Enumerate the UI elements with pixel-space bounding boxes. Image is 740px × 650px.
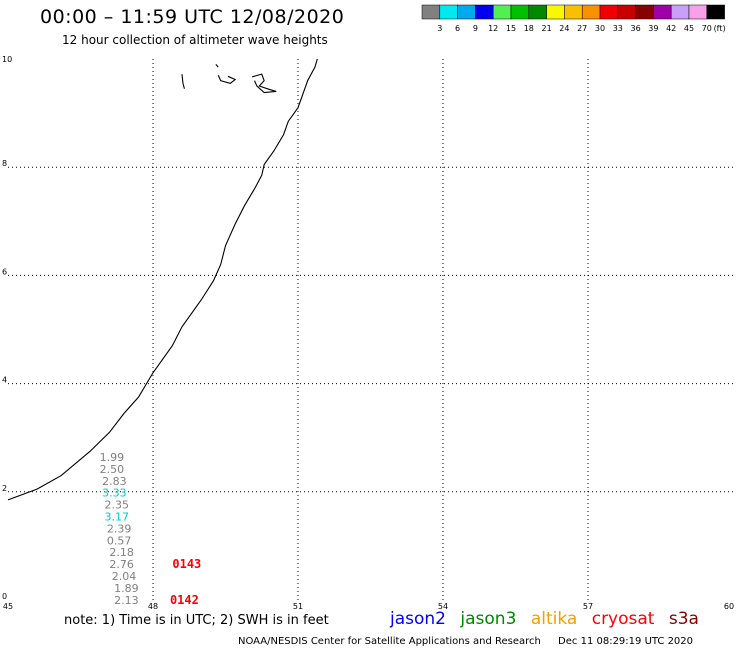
coastline [7, 58, 318, 501]
plot-area: 45 48 51 54 57 60 0 2 4 6 8 10 1.992.502.833.332.353… [2, 55, 734, 610]
colorbar-label: 33 [613, 24, 623, 33]
legend-altika: altika [530, 609, 578, 629]
colorbar-label: 21 [542, 24, 552, 33]
pass-time-label: 0143 [172, 557, 201, 571]
wave-height-label: 1.99 [100, 451, 125, 464]
colorbar-label: 6 [455, 24, 460, 33]
legend-jason2: jason2 [390, 609, 446, 629]
wave-height-label: 2.76 [109, 558, 134, 571]
wave-height-label: 2.39 [107, 522, 132, 535]
y-tick-label: 6 [2, 267, 7, 276]
island-outline [251, 73, 277, 94]
units-note: note: 1) Time is in UTC; 2) SWH is in fe… [64, 613, 329, 628]
y-tick-label: 4 [2, 376, 7, 385]
y-tick-label: 2 [2, 484, 7, 493]
island-outline [215, 64, 219, 68]
colorbar-label: 18 [524, 24, 534, 33]
wave-height-label: 2.50 [100, 463, 125, 476]
wave-height-label: 1.89 [114, 582, 139, 595]
footer: NOAA/NESDIS Center for Satellite Applica… [238, 636, 693, 647]
colorbar-unit: (ft) [714, 24, 726, 33]
wave-height-label: 3.33 [102, 487, 127, 500]
colorbar-label: 3 [437, 24, 442, 33]
colorbar-label: 45 [684, 24, 694, 33]
colorbar-label: 27 [577, 24, 587, 33]
colorbar-label: 39 [648, 24, 658, 33]
colorbar-label: 24 [559, 24, 569, 33]
island-outline [217, 75, 237, 84]
wave-height-label: 2.35 [105, 499, 130, 512]
wave-height-label: 3.17 [105, 510, 130, 523]
x-tick-label: 60 [724, 602, 734, 610]
colorbar-label: 9 [473, 24, 478, 33]
y-tick-label: 0 [2, 592, 7, 601]
pass-time-label: 0142 [170, 593, 199, 607]
x-tick-label: 57 [583, 602, 593, 610]
wave-height-label: 2.04 [112, 570, 137, 583]
chart-title: 00:00 – 11:59 UTC 12/08/2020 [40, 6, 345, 28]
x-tick-label: 48 [148, 602, 158, 610]
colorbar-label: 15 [506, 24, 516, 33]
x-tick-label: 45 [3, 602, 13, 610]
legend-jason3: jason3 [460, 609, 517, 629]
footer-timestamp: Dec 11 08:29:19 UTC 2020 [558, 636, 694, 647]
colorbar-label: 36 [631, 24, 641, 33]
colorbar-swatch [706, 4, 725, 20]
colorbar: 3 6 9 12 15 18 21 24 27 30 33 36 39 42 45 70 (ft) [421, 4, 726, 33]
colorbar-label: 70 [702, 24, 712, 33]
wave-height-label: 2.13 [114, 594, 139, 607]
colorbar-label: 12 [488, 24, 498, 33]
colorbar-label: 42 [666, 24, 676, 33]
y-tick-label: 8 [2, 159, 7, 168]
chart-subtitle: 12 hour collection of altimeter wave hei… [62, 33, 328, 47]
island-outline [181, 74, 185, 89]
x-tick-label: 54 [438, 602, 448, 610]
wave-height-label: 2.18 [109, 546, 134, 559]
satellite-legend: jason2 jason3 altika cryosat s3a [390, 609, 708, 629]
legend-s3a: s3a [668, 609, 699, 629]
x-tick-label: 51 [293, 602, 303, 610]
y-tick-label: 10 [2, 55, 12, 64]
footer-source: NOAA/NESDIS Center for Satellite Applica… [238, 636, 541, 647]
legend-cryosat: cryosat [591, 609, 655, 629]
wave-height-label: 0.57 [107, 534, 132, 547]
wave-height-label: 2.83 [102, 475, 127, 488]
colorbar-label: 30 [595, 24, 605, 33]
